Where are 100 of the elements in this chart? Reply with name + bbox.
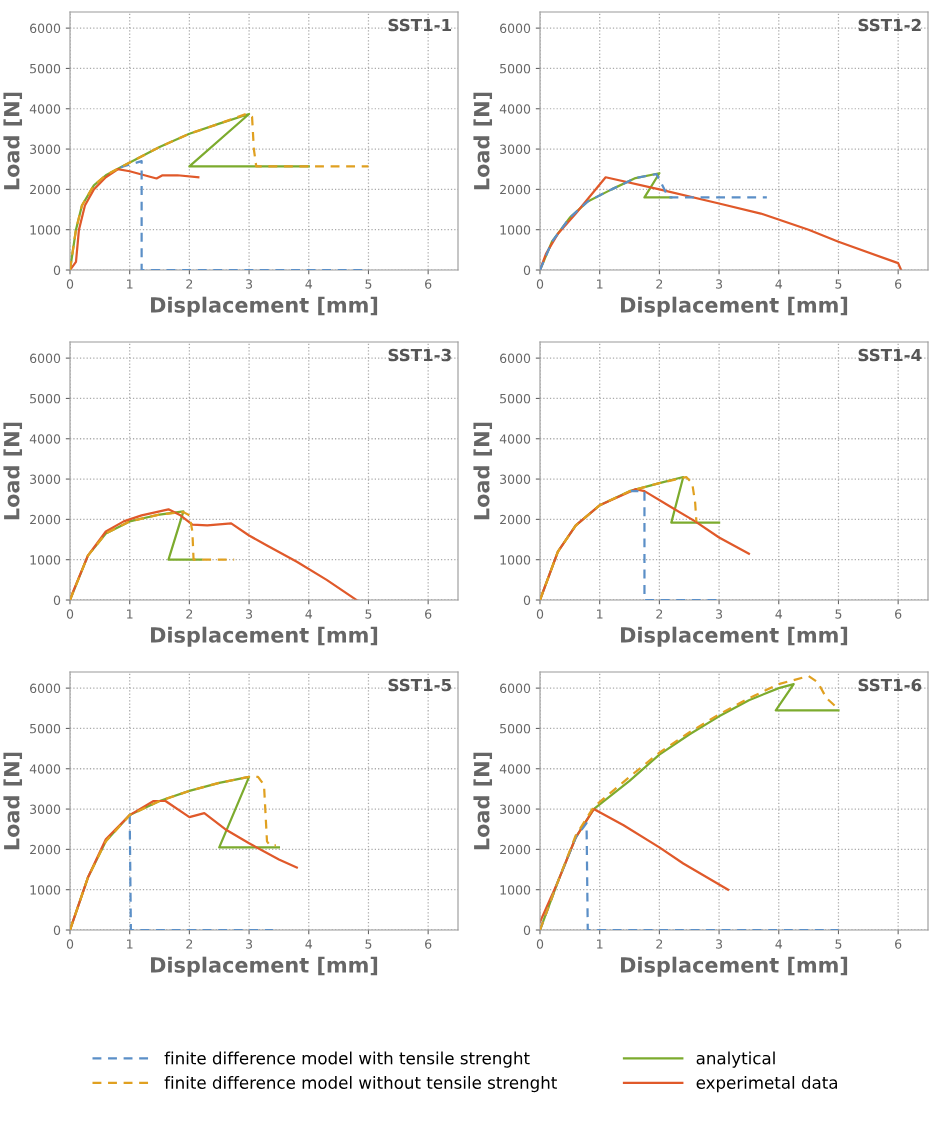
x-tick-label: 6 (895, 939, 902, 949)
x-tick-label: 5 (365, 609, 372, 619)
x-tick-label: 0 (66, 609, 74, 619)
y-tick-label: 3000 (30, 144, 61, 154)
y-tick-label: 3000 (500, 144, 531, 154)
x-tick-label: 1 (597, 939, 603, 949)
y-tick-label: 5000 (30, 393, 61, 404)
legend-label: analytical (696, 1051, 775, 1068)
line-series (540, 172, 768, 270)
x-tick-label: 1 (127, 279, 133, 289)
x-tick-label: 1 (127, 939, 133, 949)
x-tick-label: 4 (305, 609, 313, 619)
y-tick-label: 5000 (30, 723, 61, 734)
y-tick-label: 6000 (30, 353, 61, 364)
x-tick-label: 0 (536, 609, 544, 619)
line-series (540, 176, 903, 270)
y-tick-label: 1000 (500, 225, 531, 235)
y-tick-label: 0 (53, 265, 61, 275)
x-tick-label: 4 (305, 939, 313, 949)
x-tick-label: 5 (365, 939, 372, 949)
y-tick-label: 6000 (500, 353, 531, 364)
y-tick-label: 0 (523, 595, 531, 605)
x-axis-title: Displacement [mm] (621, 956, 848, 977)
y-tick-label: 0 (53, 925, 61, 935)
x-tick-label: 4 (775, 279, 783, 289)
y-tick-label: 5000 (500, 723, 531, 734)
x-axis-title: Displacement [mm] (151, 296, 378, 317)
x-tick-label: 0 (66, 939, 74, 949)
y-tick-label: 4000 (499, 764, 531, 774)
y-tick-label: 6000 (500, 23, 531, 34)
line-series (540, 807, 730, 924)
y-tick-label: 2000 (30, 844, 61, 855)
y-axis-title: Load [N] (473, 752, 493, 850)
x-tick-label: 2 (186, 279, 193, 289)
x-tick-label: 5 (835, 939, 842, 949)
x-axis-title: Displacement [mm] (621, 626, 848, 647)
x-tick-label: 5 (835, 279, 842, 289)
x-tick-label: 6 (425, 279, 432, 289)
x-tick-label: 2 (186, 939, 193, 949)
x-tick-label: 3 (246, 609, 253, 619)
y-tick-label: 4000 (29, 434, 61, 444)
x-tick-label: 3 (716, 279, 723, 289)
x-tick-label: 3 (246, 939, 253, 949)
line-series (70, 112, 370, 270)
y-axis-title: Load [N] (3, 92, 23, 190)
x-tick-label: 1 (597, 279, 603, 289)
chart-title: SST1-4 (858, 348, 922, 362)
x-tick-label: 2 (186, 609, 193, 619)
legend-label: experimetal data (696, 1076, 837, 1093)
x-axis-title: Displacement [mm] (151, 956, 378, 977)
y-tick-label: 0 (53, 595, 61, 605)
legend-label: finite difference model with tensile strenght (164, 1051, 530, 1068)
x-axis-title: Displacement [mm] (621, 296, 848, 317)
line-series (70, 511, 236, 600)
y-tick-label: 3000 (30, 474, 61, 484)
y-tick-label: 3000 (500, 804, 531, 814)
y-axis-title: Load [N] (3, 422, 23, 520)
x-tick-label: 2 (656, 279, 663, 289)
legend-label: finite difference model without tensile strenght (164, 1076, 557, 1093)
chart-title: SST1-6 (858, 678, 922, 692)
x-tick-label: 1 (127, 609, 133, 619)
x-axis-title: Displacement [mm] (151, 626, 378, 647)
y-tick-label: 1000 (30, 555, 61, 565)
y-tick-label: 4000 (29, 104, 61, 114)
y-tick-label: 2000 (500, 844, 531, 855)
y-axis-title: Load [N] (3, 752, 23, 850)
y-tick-label: 4000 (29, 764, 61, 774)
x-tick-label: 5 (835, 609, 842, 619)
x-tick-label: 0 (536, 279, 544, 289)
x-tick-label: 6 (895, 609, 902, 619)
y-tick-label: 6000 (30, 23, 61, 34)
chart-title: SST1-5 (388, 678, 452, 692)
line-series (70, 168, 200, 270)
y-tick-label: 6000 (30, 683, 61, 694)
y-tick-label: 0 (523, 265, 531, 275)
line-series (70, 508, 358, 600)
y-tick-label: 4000 (499, 104, 531, 114)
y-axis-title: Load [N] (473, 92, 493, 190)
x-tick-label: 3 (716, 939, 723, 949)
chart-title: SST1-3 (388, 348, 451, 362)
y-tick-label: 1000 (500, 885, 531, 895)
x-tick-label: 2 (656, 939, 663, 949)
x-tick-label: 4 (305, 279, 313, 289)
y-tick-label: 3000 (30, 804, 61, 814)
x-tick-label: 6 (895, 279, 902, 289)
x-tick-label: 4 (775, 939, 783, 949)
x-tick-label: 3 (246, 279, 253, 289)
y-tick-label: 2000 (30, 184, 61, 195)
x-tick-label: 1 (597, 609, 603, 619)
x-tick-label: 3 (716, 609, 723, 619)
x-tick-label: 4 (775, 609, 783, 619)
chart-title: SST1-1 (388, 18, 452, 32)
x-tick-label: 6 (425, 939, 432, 949)
y-tick-label: 1000 (30, 225, 61, 235)
x-tick-label: 6 (425, 609, 432, 619)
y-tick-label: 2000 (30, 514, 61, 525)
y-tick-label: 5000 (500, 393, 531, 404)
chart-title: SST1-2 (858, 18, 921, 32)
x-tick-label: 0 (66, 279, 74, 289)
y-tick-label: 4000 (499, 434, 531, 444)
